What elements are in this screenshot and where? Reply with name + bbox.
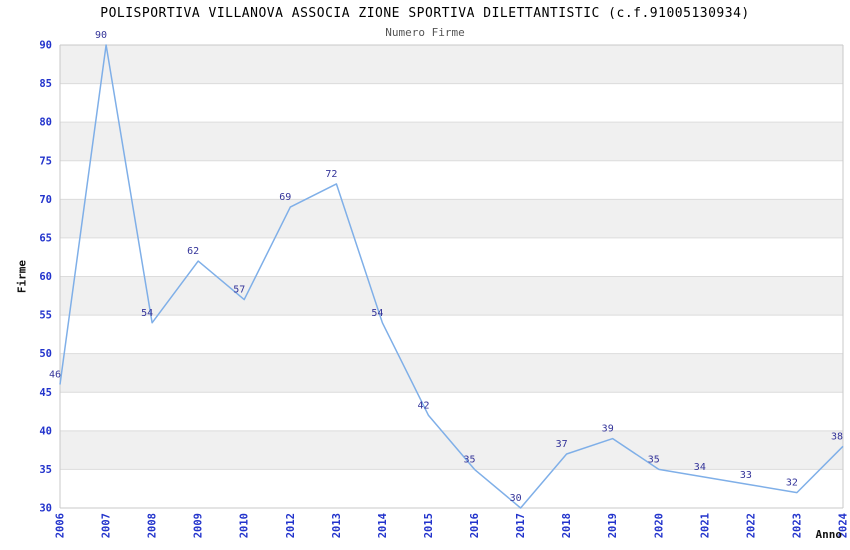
x-tick-label: 2007 [101,513,113,538]
grid-band [60,199,843,238]
data-label: 35 [464,454,476,465]
y-tick-label: 90 [39,40,52,52]
grid-band [60,430,843,470]
y-tick-label: 40 [39,425,52,437]
data-label: 32 [786,478,798,489]
y-tick-label: 60 [39,271,52,283]
x-tick-label: 2015 [423,513,435,538]
y-tick-label: 80 [39,117,52,129]
y-axis-title: Firme [15,259,29,294]
grid-band [60,45,843,84]
y-tick-label: 30 [39,503,52,515]
y-tick-label: 50 [39,348,52,360]
y-tick-label: 35 [39,464,52,476]
data-label: 69 [279,192,291,203]
data-label: 30 [510,493,522,504]
x-tick-label: 2024 [838,513,850,538]
chart-title: POLISPORTIVA VILLANOVA ASSOCIA ZIONE SPO… [100,6,750,21]
data-label: 39 [602,424,614,435]
x-tick-label: 2020 [653,513,665,538]
x-tick-label: 2023 [791,513,803,538]
chart-subtitle: Numero Firme [385,26,465,39]
grid-band [60,122,843,161]
data-label: 33 [740,470,752,481]
x-tick-label: 2017 [515,513,527,538]
x-tick-label: 2016 [469,513,481,538]
data-label: 34 [694,462,706,473]
grid-band [60,353,843,393]
x-tick-label: 2006 [55,513,67,538]
data-label: 54 [371,308,383,319]
y-tick-label: 70 [39,194,52,206]
x-tick-label: 2013 [331,513,343,538]
data-label: 57 [233,285,245,296]
data-label: 90 [95,30,107,41]
x-axis-title: Anno [815,528,843,541]
data-label: 62 [187,246,199,257]
x-tick-label: 2019 [607,513,619,538]
y-tick-label: 65 [39,232,52,244]
y-tick-label: 75 [39,155,52,167]
y-tick-label: 55 [39,310,52,322]
chart-line [59,44,844,509]
data-label: 37 [556,439,568,450]
data-label: 54 [141,308,153,319]
data-label: 38 [831,431,843,442]
x-tick-label: 2010 [239,513,251,538]
x-tick-label: 2008 [147,513,159,538]
x-tick-label: 2022 [745,513,757,538]
y-tick-label: 85 [39,78,52,90]
data-label: 46 [49,370,61,381]
x-tick-label: 2021 [699,513,711,538]
data-label: 42 [417,400,429,411]
x-tick-label: 2009 [193,513,205,538]
y-tick-label: 45 [39,387,52,399]
x-tick-label: 2014 [377,513,389,538]
x-tick-label: 2018 [561,513,573,538]
data-label: 35 [648,454,660,465]
x-tick-label: 2012 [285,513,297,538]
grid-band [60,276,843,316]
data-label: 72 [325,169,337,180]
